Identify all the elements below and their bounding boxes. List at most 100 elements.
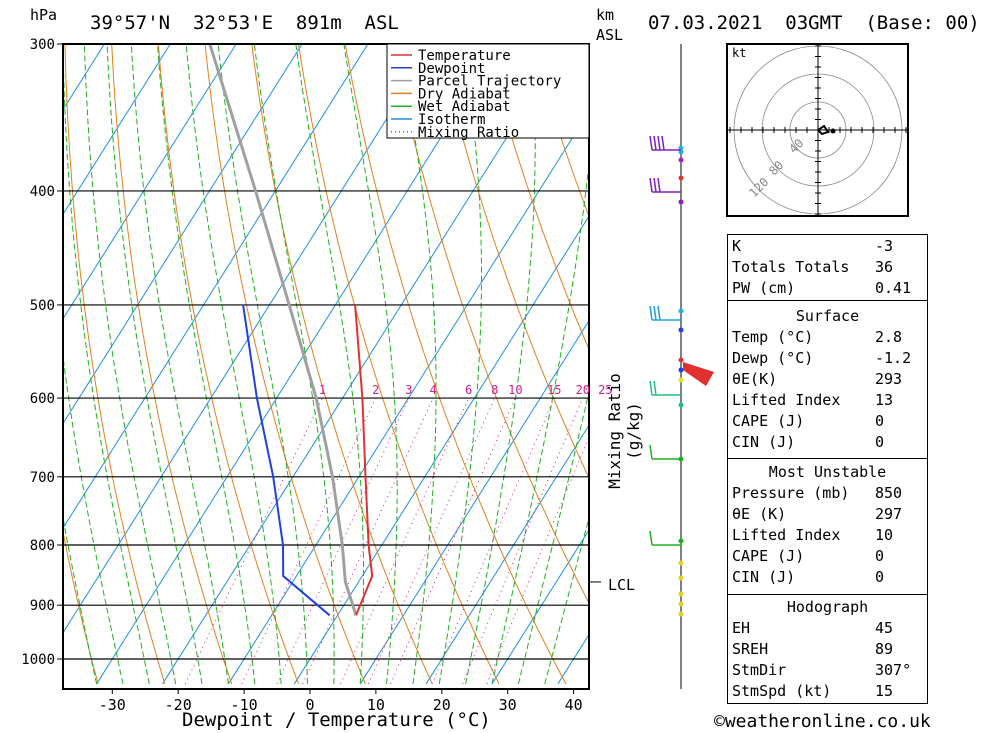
index-label: K — [732, 237, 742, 255]
index-label: θE(K) — [732, 370, 778, 388]
legend-label: Isotherm — [418, 112, 485, 128]
wet-adiabat-line — [63, 352, 124, 685]
hodograph-trace — [817, 124, 830, 136]
table-row: Pressure (mb) 850 — [728, 483, 927, 504]
mixing-ratio-line — [340, 397, 470, 685]
indices-hodograph-table: EH 45 SREH 89 StmDir 307° StmSpd (kt) 15 — [728, 618, 927, 702]
table-row: CAPE (J) 0 — [728, 546, 927, 567]
index-label: Pressure (mb) — [732, 484, 850, 502]
isotherm-line — [63, 44, 369, 529]
wind-barb — [653, 380, 657, 396]
table-row: θE(K) 293 — [728, 369, 927, 390]
dry-adiabat-line — [990, 27, 1000, 684]
legend-label: Temperature — [418, 48, 511, 64]
wind-level-dot — [678, 377, 684, 383]
index-value: 0 — [875, 568, 885, 586]
profile-layer — [208, 44, 374, 617]
table-row: PW (cm) 0.41 — [728, 278, 927, 299]
wind-barb — [653, 135, 657, 151]
wet-adiabat-line — [295, 44, 364, 684]
index-value: 2.8 — [875, 328, 903, 346]
wet-adiabat-line — [83, 44, 177, 685]
index-value: 293 — [875, 370, 903, 388]
legend-label: Parcel Trajectory — [418, 74, 561, 90]
wet-adiabat-line — [491, 159, 589, 685]
wind-level-dot — [678, 611, 684, 617]
mixing-ratio-label: 3 — [405, 383, 412, 397]
index-value: 0 — [875, 433, 885, 451]
lcl-label: LCL — [608, 576, 636, 594]
mixing-ratio-label: 2 — [372, 383, 379, 397]
indices-hodograph-box: Hodograph EH 45 SREH 89 StmDir 307° StmSpd … — [727, 594, 928, 704]
wet-adiabat-line — [156, 44, 256, 684]
table-row: Totals Totals 36 — [728, 257, 927, 278]
wind-barb — [653, 305, 657, 321]
index-label: Dewp (°C) — [732, 349, 814, 367]
wind-level-dot — [678, 175, 684, 181]
index-label: EH — [732, 619, 751, 637]
wind-level-dot — [678, 357, 684, 363]
mixing-ratio-line — [486, 435, 589, 685]
height-unit-km: km — [596, 6, 615, 24]
wind-barb — [661, 135, 665, 151]
wind-barb — [657, 135, 661, 151]
temperature-tick-label: 20 — [433, 696, 451, 714]
wet-adiabat-line — [106, 44, 203, 684]
unstable-title: Most Unstable — [768, 463, 887, 481]
mixing-ratio-line — [431, 397, 555, 685]
storm-motion-dot — [830, 128, 836, 134]
isotherm-line — [0, 27, 49, 684]
isotherm-line — [63, 44, 105, 111]
index-label: CIN (J) — [732, 568, 796, 586]
wet-adiabat-line — [517, 389, 589, 685]
axis-layer: 1 2 3 4 6 8 10 15 20 253004005006007008009001000-… — [21, 37, 612, 714]
isotherm-line — [63, 44, 303, 425]
index-value: 13 — [875, 391, 894, 409]
temperature-line — [354, 304, 374, 616]
isotherm-line — [491, 529, 589, 685]
indices-unstable-box: Most Unstable Pressure (mb) 850 θE (K) 297… — [727, 458, 928, 596]
wind-level-dot — [678, 157, 684, 163]
pressure-tick-label: 800 — [30, 538, 55, 554]
dry-adiabat-line — [344, 44, 567, 685]
index-label: CIN (J) — [732, 433, 796, 451]
wet-adiabat-line — [544, 516, 589, 685]
dewpoint-line — [242, 304, 331, 617]
index-label: CAPE (J) — [732, 547, 805, 565]
table-row: StmDir 307° — [728, 660, 927, 681]
table-row: StmSpd (kt) 15 — [728, 681, 927, 702]
wind-level-dot — [678, 560, 684, 566]
wet-adiabat-line — [343, 44, 398, 684]
index-label: Lifted Index — [732, 391, 841, 409]
index-value: 307° — [875, 661, 912, 679]
legend-label: Dry Adiabat — [418, 86, 511, 102]
wet-adiabat-line — [253, 44, 335, 684]
wind-barb — [649, 530, 653, 546]
hodograph-unit: kt — [732, 46, 746, 60]
dry-adiabat-line — [111, 44, 233, 685]
dry-adiabat-line — [204, 44, 366, 685]
isotherm-line — [359, 319, 589, 685]
legend-label: Wet Adiabat — [418, 99, 511, 115]
index-value: 15 — [875, 682, 894, 700]
table-row: CAPE (J) 0 — [728, 411, 927, 432]
indices-basic-box: K -3 Totals Totals 36 PW (cm) 0.41 — [727, 234, 928, 302]
indices-surface-box: Surface Temp (°C) 2.8 Dewp (°C) -1.2 θE(K)… — [727, 300, 928, 460]
mixing-ratio-label: 6 — [465, 383, 472, 397]
table-row: K -3 — [728, 236, 927, 257]
surface-title: Surface — [795, 307, 860, 325]
wind-barb — [649, 305, 653, 321]
dry-adiabat-line — [943, 27, 1000, 684]
isotherm-line — [63, 44, 237, 320]
index-value: 10 — [875, 526, 894, 544]
mixing-ratio-line — [302, 397, 434, 685]
legend-label: Mixing Ratio — [418, 125, 519, 141]
index-label: θE (K) — [732, 505, 787, 523]
height-unit-asl: ASL — [596, 26, 624, 44]
indices-basic-table: K -3 Totals Totals 36 PW (cm) 0.41 — [728, 236, 927, 299]
wind-level-dot — [678, 327, 684, 333]
wet-adiabat-line — [217, 44, 308, 684]
wind-barb — [649, 444, 653, 460]
